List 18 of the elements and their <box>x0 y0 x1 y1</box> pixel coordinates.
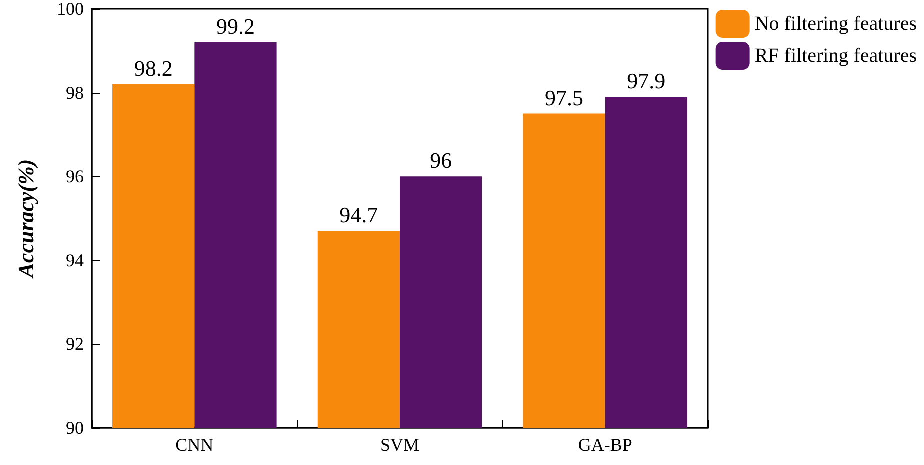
y-tick-label: 92 <box>66 334 84 354</box>
x-tick-label: GA-BP <box>578 435 632 455</box>
y-axis-title: Accuracy(%) <box>14 159 38 280</box>
data-label: 97.9 <box>627 68 666 94</box>
data-label: 97.5 <box>545 85 584 110</box>
y-tick-label: 90 <box>66 418 84 438</box>
y-tick-label: 100 <box>57 0 84 19</box>
data-label: 94.7 <box>340 202 378 228</box>
x-tick-label: SVM <box>380 435 420 455</box>
y-tick-label: 94 <box>66 250 84 270</box>
data-label: 98.2 <box>134 56 173 81</box>
legend-label: No filtering features <box>754 13 918 35</box>
data-label: 96 <box>430 148 452 174</box>
legend-label: RF filtering features <box>754 45 918 67</box>
x-tick-label: CNN <box>176 435 214 455</box>
y-tick-label: 96 <box>66 166 84 187</box>
data-label: 99.2 <box>216 14 255 40</box>
y-tick-label: 98 <box>66 82 84 103</box>
